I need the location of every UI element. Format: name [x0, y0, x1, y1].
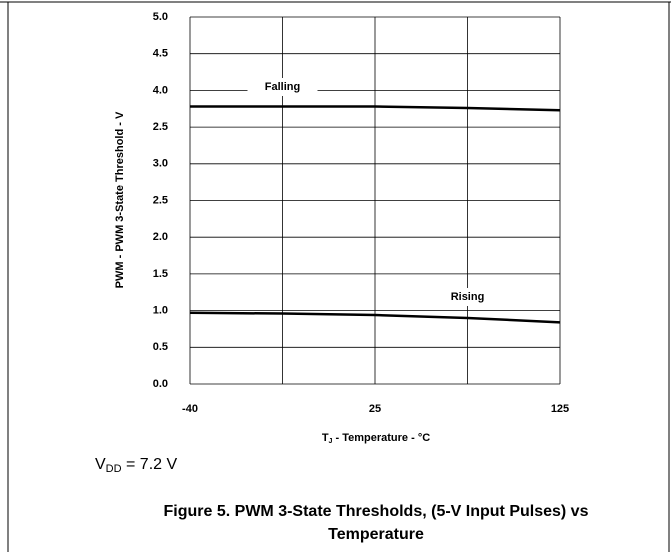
y-tick-label: 0.5 [153, 341, 168, 353]
y-tick-label: 2.5 [153, 194, 168, 206]
x-tick-label: 25 [369, 403, 381, 415]
y-tick-label: 2.0 [153, 231, 168, 243]
x-tick-label: 125 [551, 403, 569, 415]
y-tick-label: 1.5 [153, 268, 168, 280]
condition-rest: = 7.2 V [122, 456, 178, 473]
y-tick-label: 3.0 [153, 158, 168, 170]
label-background [247, 78, 318, 96]
condition-sub: DD [106, 463, 122, 475]
x-label-rest: - Temperature - °C [332, 432, 430, 444]
y-tick-label: 4.0 [153, 84, 168, 96]
label-background [432, 288, 503, 306]
caption-line: Temperature [328, 526, 424, 543]
condition: VDD = 7.2 V [95, 456, 177, 475]
series-label: Rising [451, 291, 485, 303]
y-tick-label: 0.0 [153, 378, 168, 390]
x-label-sub: J [329, 438, 333, 445]
y-tick-label: 4.5 [153, 48, 168, 60]
series-label: Falling [265, 81, 300, 93]
x-label-main: T [322, 432, 329, 444]
condition-main: V [95, 456, 106, 473]
series-line [190, 105, 561, 112]
y-tick-label: 5.0 [153, 11, 168, 23]
y-axis-label: PWM - PWM 3-State Threshold - V [114, 111, 126, 288]
x-tick-label: -40 [182, 403, 198, 415]
caption-line: Figure 5. PWM 3-State Thresholds, (5-V I… [164, 503, 589, 520]
y-tick-label: 2.5 [153, 121, 168, 133]
series-line [189, 311, 561, 324]
y-tick-label: 1.0 [153, 305, 168, 317]
x-axis-label: TJ - Temperature - °C [322, 432, 430, 445]
